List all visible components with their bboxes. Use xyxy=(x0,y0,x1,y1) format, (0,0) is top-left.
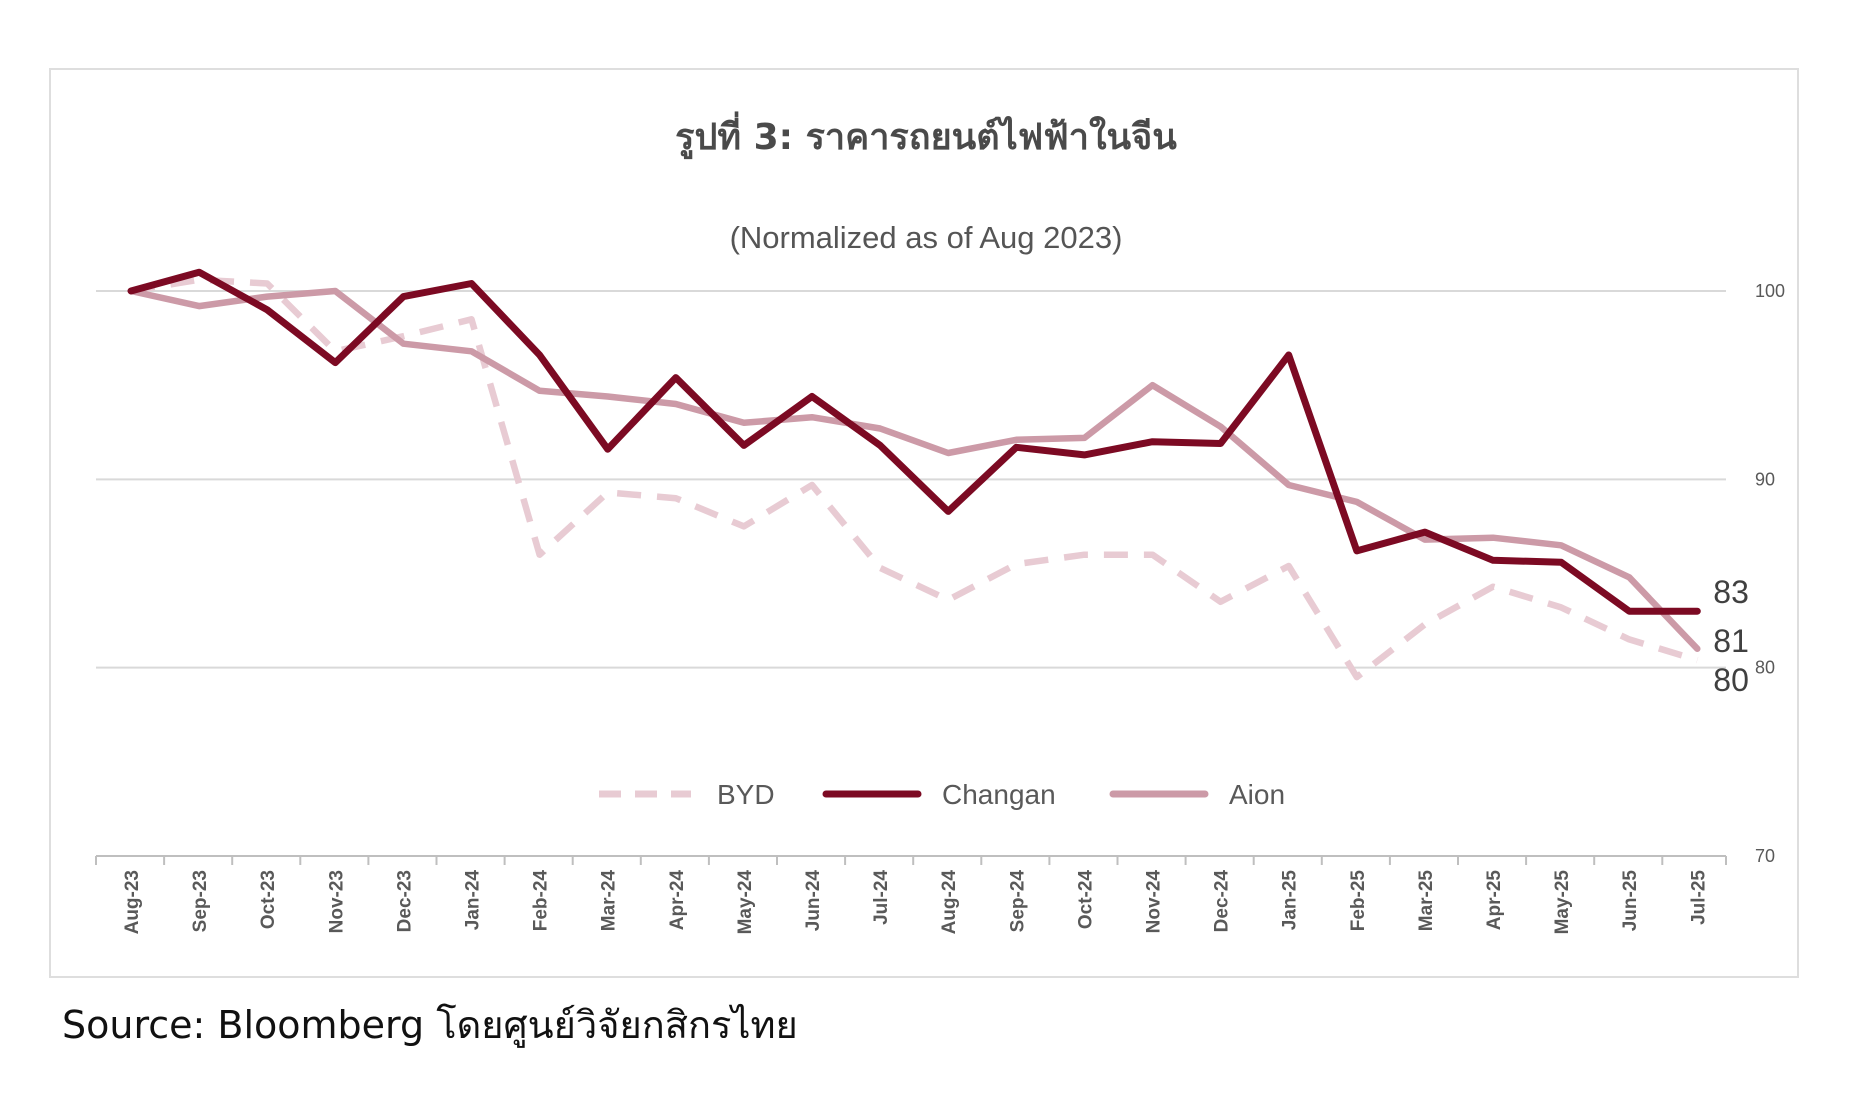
legend-label-aion: Aion xyxy=(1229,779,1285,810)
y-tick-label: 90 xyxy=(1755,469,1775,489)
end-label-byd: 80 xyxy=(1713,662,1749,698)
x-tick-label: Feb-25 xyxy=(1348,870,1369,932)
source-note: Source: Bloomberg โดยศูนย์วิจัยกสิกรไทย xyxy=(62,1003,798,1047)
series-layer xyxy=(127,268,1701,681)
chart-subtitle: (Normalized as of Aug 2023) xyxy=(729,220,1123,255)
x-tick-label: Aug-23 xyxy=(122,870,143,934)
x-tick-label: May-25 xyxy=(1552,870,1573,935)
end-label-changan: 83 xyxy=(1713,574,1749,610)
x-tick-label: Oct-24 xyxy=(1075,870,1096,930)
x-tick-label: Sep-24 xyxy=(1007,870,1028,933)
x-tick-label: Jan-25 xyxy=(1280,870,1301,931)
x-tick-label: Sep-23 xyxy=(190,870,211,932)
series-line-aion xyxy=(127,287,1701,653)
x-tick-label: Jun-24 xyxy=(803,870,824,932)
x-tick-label: Jul-25 xyxy=(1688,870,1709,925)
x-tick-label: Jun-25 xyxy=(1620,870,1641,932)
legend-label-changan: Changan xyxy=(942,779,1056,810)
y-tick-label: 100 xyxy=(1755,281,1785,301)
series-line-changan xyxy=(127,268,1701,615)
x-tick-label: Aug-24 xyxy=(939,870,960,935)
x-tick-label: Feb-24 xyxy=(531,870,552,932)
x-tick-label: Nov-24 xyxy=(1144,870,1165,934)
x-tick-label: Mar-24 xyxy=(599,870,620,932)
x-tick-label: Jan-24 xyxy=(463,870,484,931)
x-tick-label: Dec-23 xyxy=(394,870,415,932)
x-tick-label: Mar-25 xyxy=(1416,870,1437,932)
x-tick-label: Jul-24 xyxy=(871,870,892,925)
y-tick-label: 80 xyxy=(1755,658,1775,678)
x-tick-label: Apr-25 xyxy=(1484,870,1505,931)
chart-title: รูปที่ 3: ราคารถยนต์ไฟฟ้าในจีน xyxy=(675,117,1177,158)
chart-frame xyxy=(49,68,1799,978)
y-tick-label: 70 xyxy=(1755,846,1775,866)
end-label-aion: 81 xyxy=(1713,623,1749,659)
x-tick-label: May-24 xyxy=(735,870,756,935)
axis-layer: 70 80 90 100 Aug-23 Sep-23 Oct-23 Nov-23 Dec-23 J… xyxy=(95,281,1785,935)
x-tick-label: Nov-23 xyxy=(326,870,347,933)
x-tick-label: Oct-23 xyxy=(258,870,279,929)
x-tick-label: Dec-24 xyxy=(1212,870,1233,933)
legend: BYD Changan Aion xyxy=(599,779,1285,810)
legend-label-byd: BYD xyxy=(717,779,775,810)
label-layer: 80 83 81 xyxy=(1713,574,1749,698)
x-tick-label: Apr-24 xyxy=(667,870,688,931)
